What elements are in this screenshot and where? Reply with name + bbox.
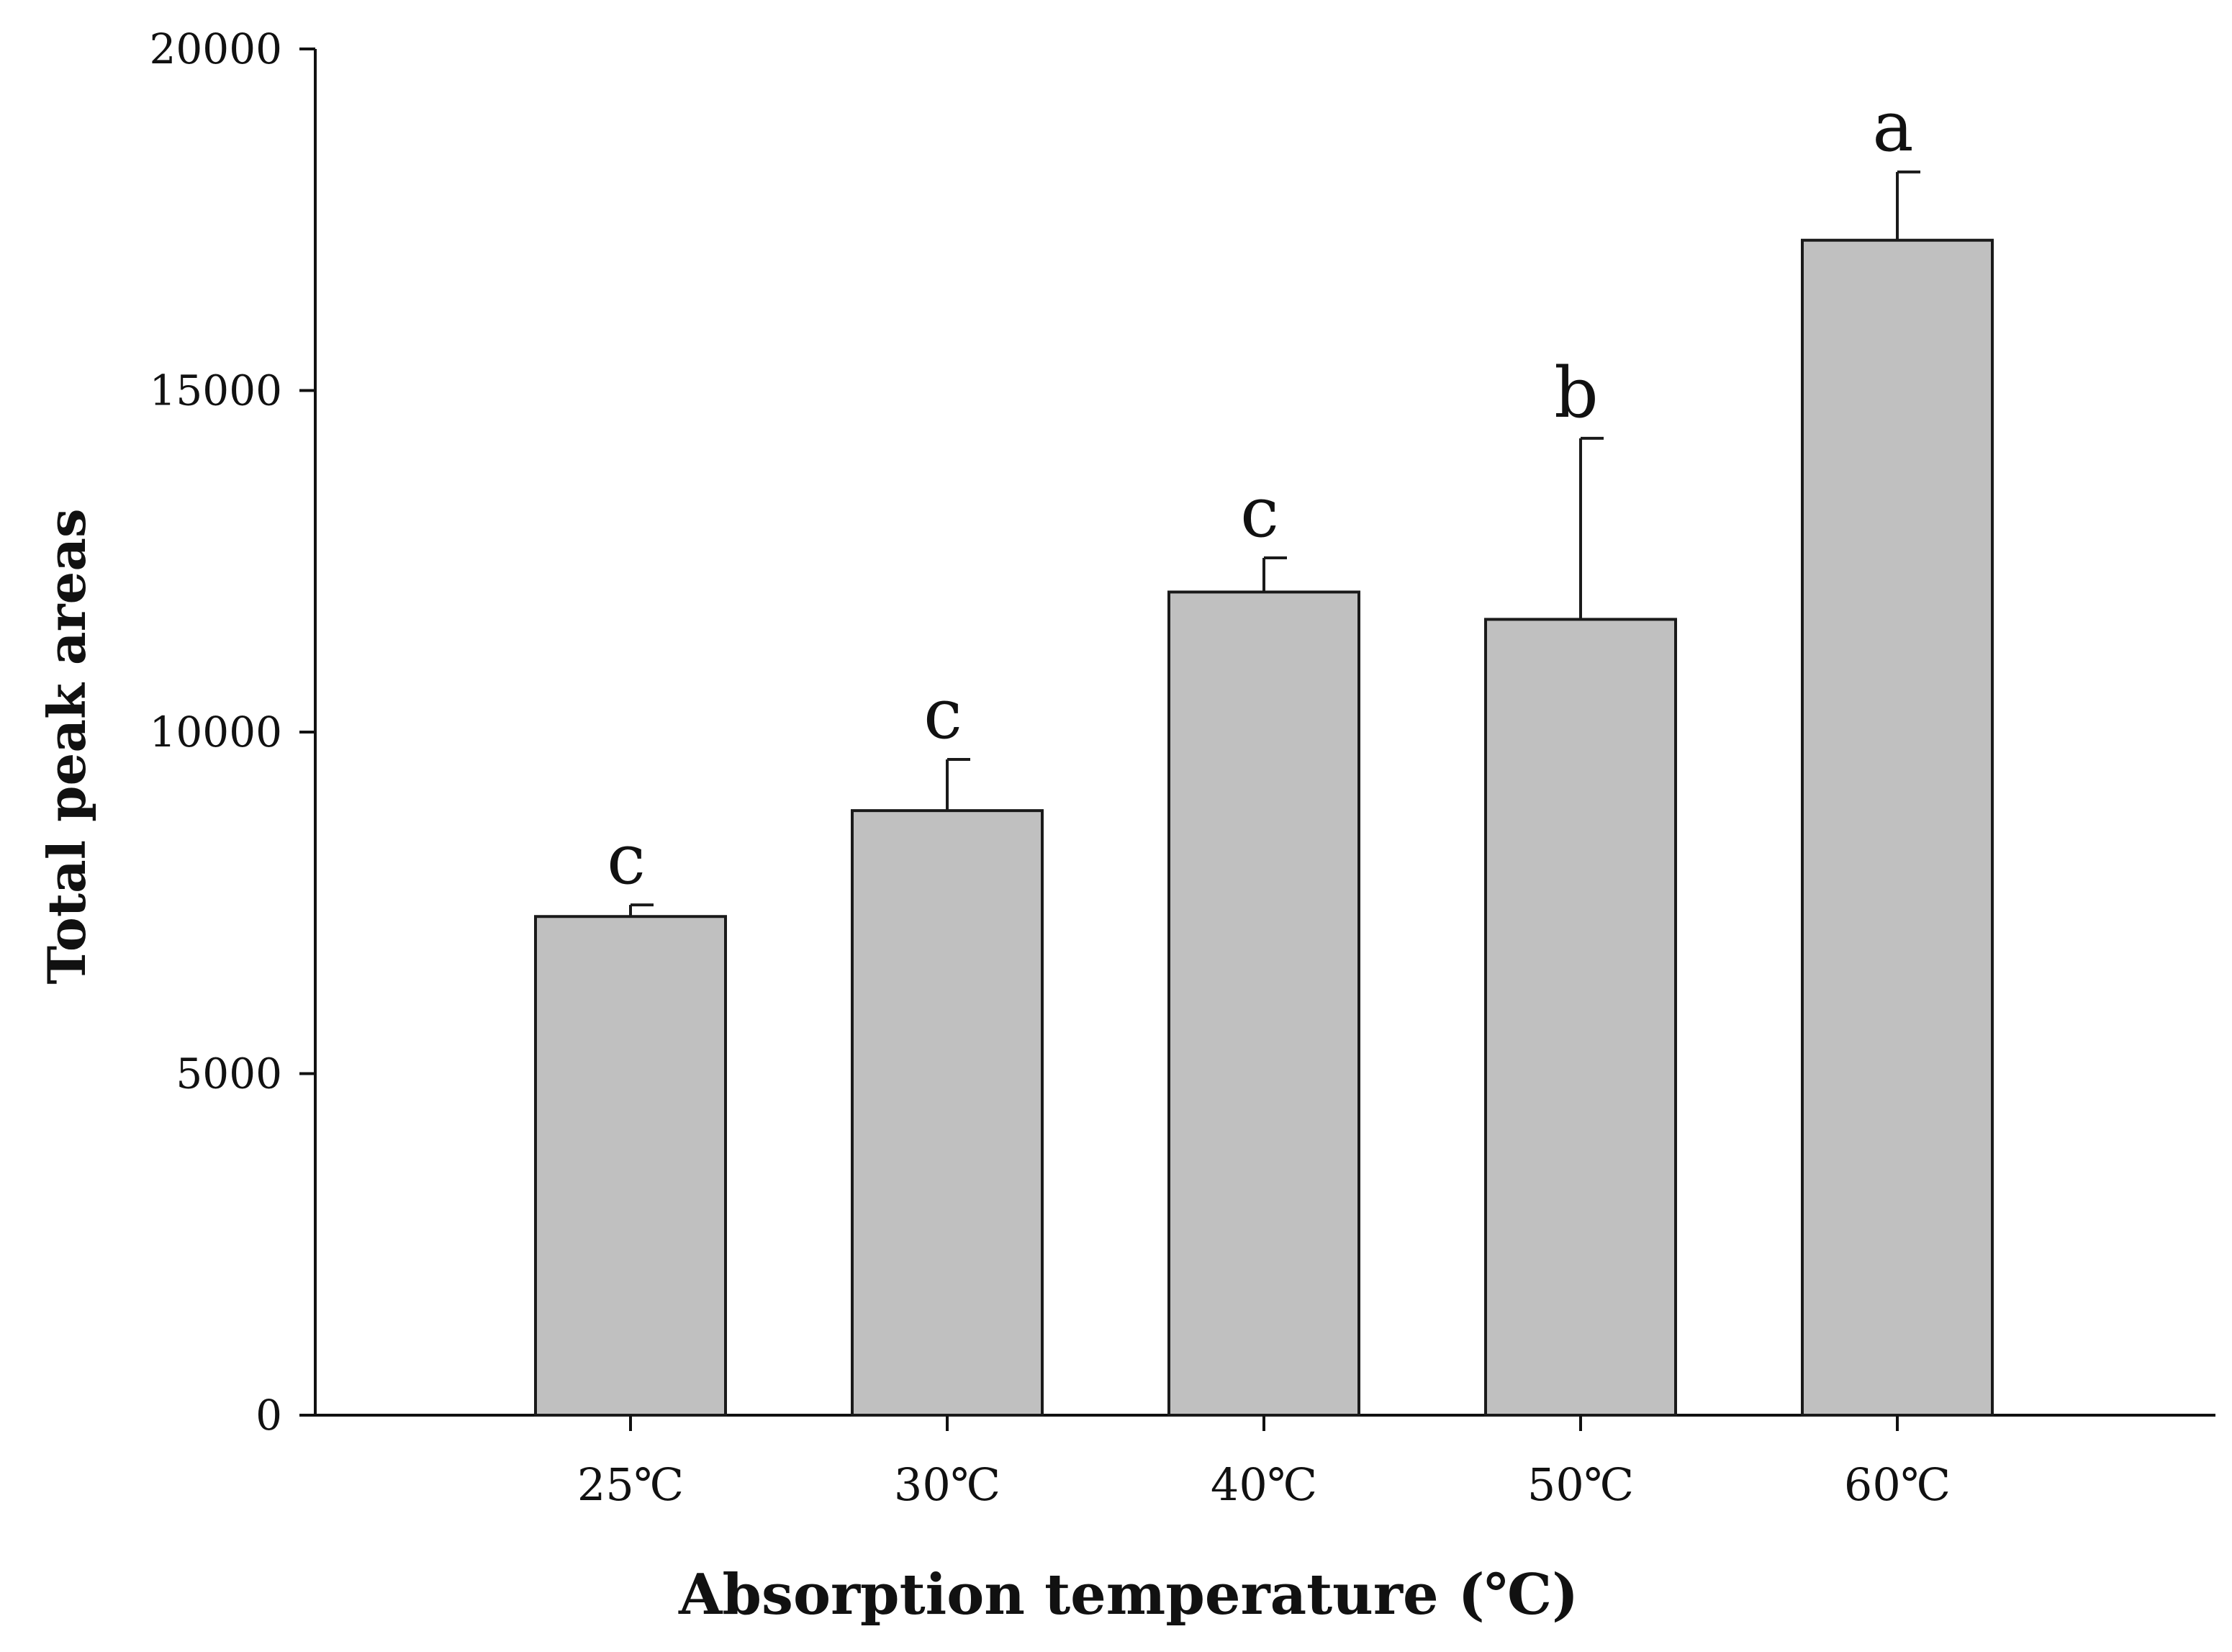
bar [851, 809, 1044, 1417]
x-tick-label: 50℃ [1527, 1458, 1634, 1511]
bar [534, 915, 727, 1417]
x-axis-title: Absorption temperature (℃) [678, 1562, 1578, 1628]
y-tick-label: 5000 [176, 1050, 282, 1098]
y-tick-label: 15000 [149, 366, 282, 415]
significance-letter: c [923, 674, 962, 754]
x-tick-label: 30℃ [894, 1458, 1000, 1511]
x-tick-label: 40℃ [1211, 1458, 1317, 1511]
bars: c c c b a [534, 86, 1994, 1417]
bar [1801, 238, 1994, 1417]
y-tick-label: 0 [256, 1391, 282, 1440]
x-ticks: 25℃ 30℃ 40℃ 50℃ 60℃ [577, 1415, 1951, 1511]
significance-letter: a [1872, 86, 1913, 167]
significance-letter: c [607, 819, 646, 900]
y-ticks: 0 5000 10000 15000 20000 [149, 24, 315, 1440]
significance-letter: c [1240, 472, 1279, 553]
bar [1167, 590, 1360, 1417]
x-tick-label: 60℃ [1844, 1458, 1951, 1511]
bar [1484, 618, 1677, 1417]
y-tick-label: 20000 [149, 24, 282, 73]
y-tick-label: 10000 [149, 708, 282, 757]
significance-letter: b [1554, 353, 1598, 433]
x-tick-label: 25℃ [577, 1458, 684, 1511]
y-axis-title: Total peak areas [36, 508, 97, 984]
